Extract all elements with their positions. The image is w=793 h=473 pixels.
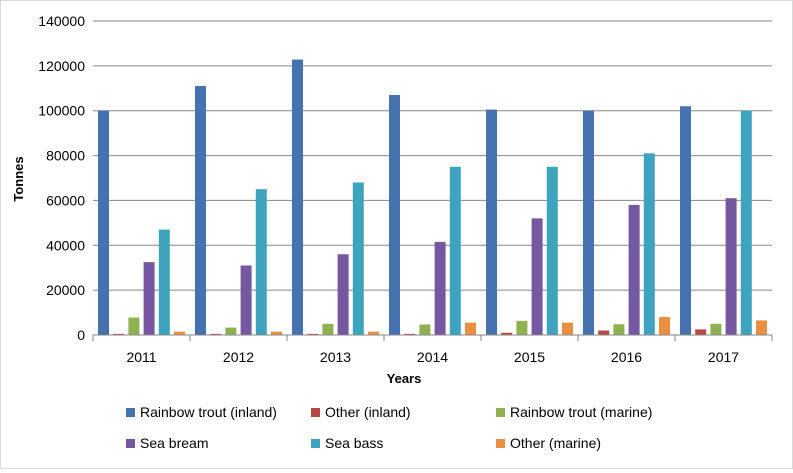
bar-other-inland-2016 [598, 330, 610, 335]
y-tick-label: 80000 [46, 148, 85, 164]
bar-sea-bass-2011 [158, 229, 170, 335]
x-tick-labels: 2011 2012 2013 2014 2015 2016 2017 [92, 335, 773, 365]
legend-label: Rainbow trout (marine) [510, 404, 652, 420]
gridlines [93, 20, 772, 291]
bar-sea-bream-2013 [337, 254, 349, 335]
y-tick-label: 40000 [46, 237, 85, 253]
bar-rainbow-trout-inland-2013 [292, 59, 303, 335]
legend-swatch [126, 439, 135, 448]
legend-label: Sea bream [140, 435, 208, 451]
x-tick-label: 2014 [417, 349, 448, 365]
bar-sea-bass-2013 [352, 182, 364, 335]
legend-swatch [496, 439, 505, 448]
bar-other-inland-2012 [210, 333, 222, 335]
y-tick-label: 60000 [46, 192, 85, 208]
bar-sea-bream-2011 [143, 262, 155, 335]
bar-other-marine-2013 [368, 331, 379, 335]
bar-other-marine-2017 [756, 320, 767, 335]
bar-sea-bream-2016 [628, 204, 640, 335]
legend-label: Sea bass [325, 435, 383, 451]
bar-other-marine-2014 [465, 322, 476, 335]
x-tick-label: 2012 [223, 349, 254, 365]
y-tick-labels: 0 20000 40000 60000 80000 100000 120000 140000 [38, 13, 85, 343]
bar-rainbow-trout-marine-2016 [613, 324, 625, 335]
bar-rainbow-trout-marine-2017 [710, 323, 722, 335]
bar-sea-bass-2016 [643, 153, 655, 335]
bar-sea-bream-2014 [434, 241, 446, 335]
x-tick-label: 2015 [514, 349, 545, 365]
bar-sea-bass-2017 [740, 110, 752, 335]
legend-label: Rainbow trout (inland) [140, 404, 277, 420]
bar-other-inland-2015 [501, 332, 513, 335]
bar-other-inland-2017 [695, 329, 707, 335]
bar-rainbow-trout-inland-2017 [680, 106, 691, 335]
y-axis-label: Tonnes [11, 156, 26, 201]
bar-rainbow-trout-inland-2015 [486, 109, 497, 335]
x-tick-label: 2011 [126, 349, 156, 365]
legend: Rainbow trout (inland) Other (inland) Rain… [126, 404, 652, 451]
bar-sea-bream-2012 [240, 265, 252, 335]
bar-rainbow-trout-marine-2011 [128, 317, 140, 335]
bar-other-marine-2012 [271, 331, 282, 335]
y-tick-label: 20000 [46, 282, 85, 298]
bar-rainbow-trout-marine-2014 [419, 324, 431, 335]
bar-other-inland-2011 [113, 333, 125, 335]
bar-other-marine-2016 [659, 317, 670, 335]
legend-swatch [126, 408, 135, 417]
bar-other-marine-2015 [562, 322, 573, 335]
legend-label: Other (inland) [325, 404, 411, 420]
y-tick-label: 100000 [38, 103, 85, 119]
y-tick-label: 140000 [38, 13, 85, 29]
x-axis-label: Years [387, 371, 422, 386]
bar-other-inland-2014 [404, 333, 416, 335]
x-tick-label: 2013 [320, 349, 351, 365]
bar-rainbow-trout-marine-2015 [516, 320, 528, 335]
legend-swatch [311, 408, 320, 417]
legend-label: Other (marine) [510, 435, 601, 451]
bar-sea-bass-2014 [449, 166, 461, 335]
legend-swatch [496, 408, 505, 417]
bar-rainbow-trout-inland-2014 [389, 95, 400, 335]
x-tick-label: 2017 [708, 349, 739, 365]
x-tick-label: 2016 [611, 349, 642, 365]
bar-rainbow-trout-inland-2012 [195, 86, 206, 336]
bar-sea-bass-2012 [255, 189, 267, 335]
bar-rainbow-trout-inland-2011 [98, 110, 109, 335]
bar-rainbow-trout-marine-2013 [322, 323, 334, 335]
bar-sea-bass-2015 [546, 166, 558, 335]
bars [98, 59, 767, 336]
y-tick-label: 120000 [38, 58, 85, 74]
bar-other-marine-2011 [174, 331, 185, 335]
bar-sea-bream-2015 [531, 218, 543, 335]
y-tick-label: 0 [77, 327, 85, 343]
legend-swatch [311, 439, 320, 448]
bar-other-inland-2013 [307, 333, 319, 335]
bar-rainbow-trout-marine-2012 [225, 327, 237, 335]
bar-rainbow-trout-inland-2016 [583, 110, 594, 335]
bar-sea-bream-2017 [725, 198, 737, 335]
